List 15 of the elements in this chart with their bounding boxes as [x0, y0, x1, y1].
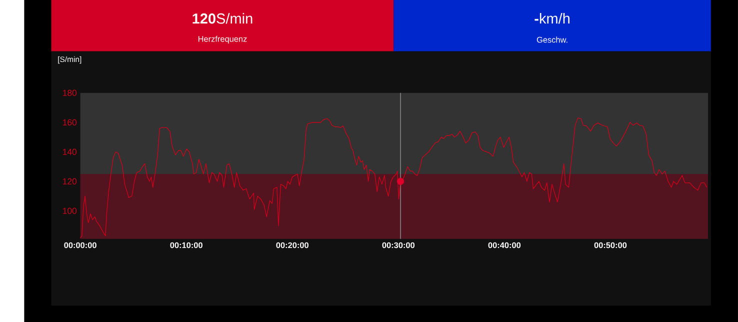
text: 120S/min [192, 13, 252, 24]
text: Geschw. [536, 36, 568, 43]
y-tick-label: 120 [63, 178, 77, 184]
x-tick-label: 00:50:00 [594, 242, 627, 248]
x-tick-label: 00:00:00 [64, 242, 96, 248]
text: -km/h [534, 13, 570, 24]
x-tick-label: 00:10:00 [170, 242, 202, 248]
x-tick-label: 00:30:00 [382, 242, 415, 248]
y-tick-label: 100 [63, 208, 77, 214]
text: Herzfrequenz [198, 36, 247, 44]
x-tick-label: 00:20:00 [276, 242, 308, 248]
y-tick-label: 180 [63, 90, 77, 96]
y-tick-label: 160 [63, 119, 77, 126]
y-tick-label: 140 [63, 148, 77, 155]
x-tick-label: 00:40:00 [488, 242, 521, 248]
